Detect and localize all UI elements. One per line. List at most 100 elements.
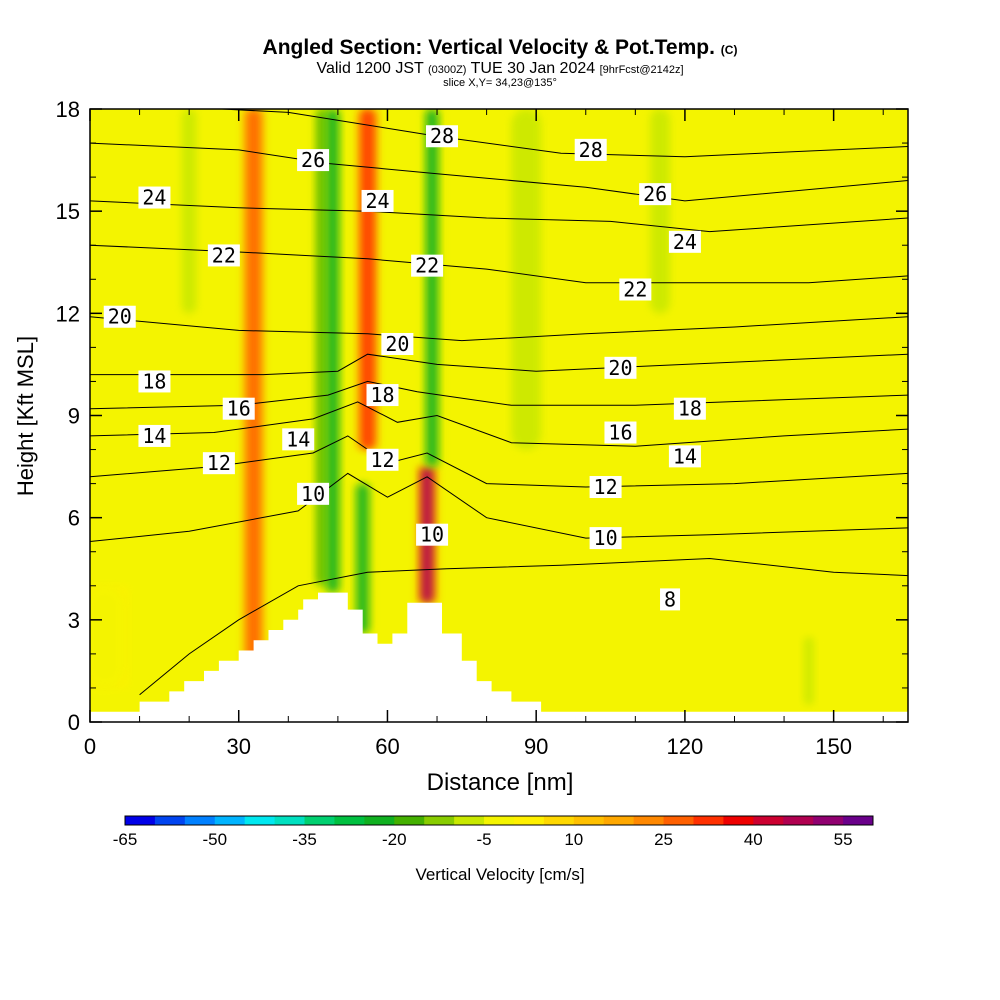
contour-label: 8 xyxy=(660,587,681,611)
contour-label-box xyxy=(660,588,681,611)
colorbar-swatch xyxy=(364,816,395,825)
isentrope-18 xyxy=(90,353,908,376)
colorbar-swatch xyxy=(274,816,306,825)
contour-label-text: 26 xyxy=(643,182,667,206)
colorbar-swatch xyxy=(394,816,425,825)
contour-label-box xyxy=(589,476,622,499)
colorbar-swatch xyxy=(573,816,605,825)
velocity-band xyxy=(326,109,340,593)
isentrope-12 xyxy=(90,435,908,488)
contour-label-text: 14 xyxy=(142,424,166,448)
contour-label: 22 xyxy=(207,243,240,267)
colorbar-swatch xyxy=(783,816,814,825)
isentrope-contours xyxy=(90,109,908,696)
contour-label-box xyxy=(366,384,399,407)
y-tick-label: 9 xyxy=(68,404,80,429)
colorbar-tick-label: 40 xyxy=(744,830,763,849)
contour-label-box xyxy=(574,138,607,161)
contour-label: 14 xyxy=(138,424,171,448)
colorbar-tick-label: -50 xyxy=(202,830,227,849)
y-tick-label: 18 xyxy=(56,97,80,122)
contour-label-box xyxy=(202,452,235,475)
velocity-band xyxy=(511,109,542,450)
title-text: Angled Section: Vertical Velocity & Pot.… xyxy=(262,36,715,59)
colorbar-tick-label: -20 xyxy=(382,830,407,849)
y-tick-label: 12 xyxy=(56,301,80,326)
isentrope-10 xyxy=(90,472,908,542)
x-tick-label: 30 xyxy=(226,734,250,759)
forecast-info: [9hrFcst@2142z] xyxy=(599,64,684,76)
isentrope-28 xyxy=(212,109,908,158)
contour-label-text: 20 xyxy=(385,332,409,356)
contour-label: 12 xyxy=(202,451,235,475)
contour-label-box xyxy=(381,332,414,355)
contour-label-text: 10 xyxy=(301,482,325,506)
contour-label: 24 xyxy=(138,186,171,210)
colorbar-swatch xyxy=(125,816,156,825)
contour-label-text: 20 xyxy=(108,305,132,329)
colorbar-swatch xyxy=(693,816,724,825)
contour-label-text: 10 xyxy=(594,526,618,550)
contour-label-box xyxy=(297,482,330,505)
y-axis-label: Height [Kft MSL] xyxy=(13,336,38,496)
valid-prefix: Valid 1200 JST xyxy=(316,60,424,77)
contour-label-box xyxy=(639,183,672,206)
y-tick-label: 0 xyxy=(68,710,80,735)
contour-label-text: 12 xyxy=(207,451,231,475)
isentrope-20 xyxy=(90,316,908,342)
colorbar-swatch xyxy=(304,816,335,825)
contour-label-text: 24 xyxy=(142,186,166,210)
contour-label: 10 xyxy=(297,482,330,506)
slice-info: slice X,Y= 34,23@135° xyxy=(443,77,557,89)
x-tick-label: 120 xyxy=(667,734,704,759)
contour-label-box xyxy=(604,421,637,444)
x-tick-label: 150 xyxy=(815,734,852,759)
contour-label-box xyxy=(282,428,315,451)
contour-label: 14 xyxy=(668,444,701,468)
colorbar-label: Vertical Velocity [cm/s] xyxy=(415,865,584,884)
contour-label: 22 xyxy=(619,277,652,301)
contour-label-box xyxy=(361,189,394,212)
contour-label: 14 xyxy=(282,427,315,451)
colorbar-tick-label: -5 xyxy=(476,830,491,849)
contour-label-text: 12 xyxy=(594,475,618,499)
contour-label-text: 28 xyxy=(430,124,454,148)
contour-label: 20 xyxy=(604,356,637,380)
contour-label: 22 xyxy=(411,254,444,278)
contour-label: 26 xyxy=(297,148,330,172)
contour-label-text: 22 xyxy=(212,243,236,267)
isentrope-24 xyxy=(90,200,908,233)
contour-label-text: 14 xyxy=(286,427,310,451)
contour-label-text: 26 xyxy=(301,148,325,172)
colorbar-swatch xyxy=(424,816,455,825)
colorbar-swatch xyxy=(484,816,515,825)
contour-label-box xyxy=(589,527,622,550)
contour-label: 10 xyxy=(589,526,622,550)
field-background xyxy=(90,109,908,722)
contour-label-text: 24 xyxy=(365,189,389,213)
contour-label: 18 xyxy=(673,397,706,421)
colorbar-swatch xyxy=(813,816,844,825)
title-suffix: (C) xyxy=(720,43,738,57)
isentrope-14 xyxy=(90,401,908,447)
contour-label-box xyxy=(366,448,399,471)
contour-labels: 2422201816141214102624201812222810282624… xyxy=(103,124,706,611)
contour-label-box xyxy=(619,278,652,301)
contour-label: 12 xyxy=(589,475,622,499)
contour-label-text: 22 xyxy=(415,254,439,278)
contour-label-box xyxy=(604,356,637,379)
contour-label: 20 xyxy=(103,305,136,329)
velocity-band xyxy=(90,585,125,688)
contour-label-text: 18 xyxy=(370,383,394,407)
contour-label: 18 xyxy=(138,369,171,393)
contour-label: 28 xyxy=(574,138,607,162)
title-block: Angled Section: Vertical Velocity & Pot.… xyxy=(0,36,1000,89)
colorbar-tick-label: 25 xyxy=(654,830,673,849)
velocity-band xyxy=(650,109,671,314)
contour-label-box xyxy=(416,523,449,546)
contour-label-box xyxy=(297,149,330,172)
contour-label-text: 16 xyxy=(608,421,632,445)
axes: 0 30 60 90 120 150 0 3 6 9 12 15 18 xyxy=(56,97,908,759)
x-axis-label: Distance [nm] xyxy=(427,769,574,796)
